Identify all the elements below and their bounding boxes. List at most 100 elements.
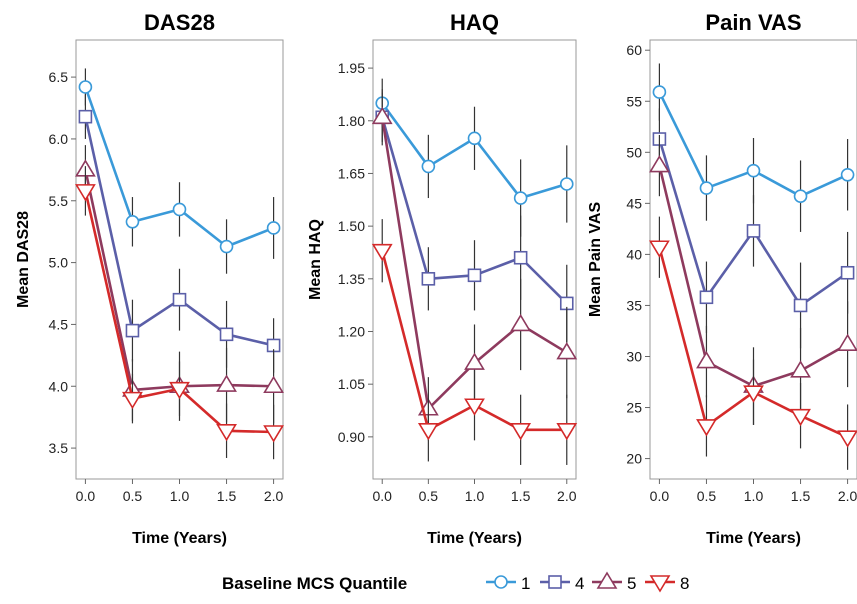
x-axis-label: Time (Years) xyxy=(427,530,522,547)
x-tick-label: 0.0 xyxy=(650,488,670,504)
legend-label: 1 xyxy=(521,574,530,593)
y-tick-label: 1.50 xyxy=(338,218,365,234)
y-tick-label: 1.20 xyxy=(338,323,365,339)
series-1 xyxy=(78,68,281,274)
y-tick-label: 4.5 xyxy=(49,316,69,332)
series-8 xyxy=(648,216,857,470)
y-axis-label: Mean HAQ xyxy=(307,219,324,300)
y-tick-label: 0.90 xyxy=(338,429,365,445)
y-tick-label: 50 xyxy=(626,144,642,160)
data-point xyxy=(219,239,234,254)
x-tick-label: 1.5 xyxy=(217,488,237,504)
x-tick-label: 0.5 xyxy=(123,488,143,504)
data-point xyxy=(696,351,717,369)
data-point xyxy=(648,155,670,173)
data-point xyxy=(513,250,528,265)
data-point xyxy=(464,398,485,416)
series-1 xyxy=(652,63,855,232)
data-point xyxy=(699,290,714,305)
legend-item-1: 1 xyxy=(486,574,530,593)
x-tick-label: 0.0 xyxy=(372,488,392,504)
data-point xyxy=(559,177,574,191)
data-point xyxy=(122,391,143,410)
data-point xyxy=(467,131,482,146)
series-8 xyxy=(74,166,285,460)
data-point xyxy=(743,385,764,403)
data-point xyxy=(78,80,93,94)
panel-1: DAS28 3.5 4.0 4.5 5.0 5.5 6.0 6.5 0.0 0.5 1.0 1.5 2.… xyxy=(15,10,285,547)
y-tick-label: 1.35 xyxy=(338,271,365,287)
x-tick-label: 0.5 xyxy=(419,488,439,504)
legend-label: 8 xyxy=(680,574,689,593)
legend-label: 5 xyxy=(627,574,636,593)
y-tick-label: 1.80 xyxy=(338,113,365,129)
y-axis-label: Mean DAS28 xyxy=(15,211,32,308)
x-tick-label: 2.0 xyxy=(838,488,857,504)
y-tick-label: 25 xyxy=(626,400,642,416)
data-point xyxy=(125,214,140,229)
data-point xyxy=(371,106,393,125)
data-point xyxy=(74,184,96,202)
y-tick-label: 5.0 xyxy=(49,255,69,271)
legend-swatch-marker xyxy=(548,575,562,589)
y-tick-label: 6.5 xyxy=(49,69,69,85)
y-tick-label: 1.95 xyxy=(338,60,365,76)
data-point xyxy=(263,375,285,394)
panel-title: HAQ xyxy=(450,10,499,35)
y-tick-label: 30 xyxy=(626,348,642,364)
data-point xyxy=(371,243,393,262)
series-1 xyxy=(375,78,574,237)
data-point xyxy=(219,327,234,342)
data-point xyxy=(790,360,811,378)
y-tick-label: 4.0 xyxy=(49,378,69,394)
legend-title: Baseline MCS Quantile xyxy=(222,574,407,593)
legend-label: 4 xyxy=(575,574,584,593)
legend-swatch-marker xyxy=(649,575,671,593)
data-point xyxy=(696,419,717,437)
data-point xyxy=(172,202,187,217)
legend-swatch-marker xyxy=(494,575,508,589)
data-point xyxy=(790,408,811,427)
x-tick-label: 1.0 xyxy=(465,488,485,504)
data-point xyxy=(464,352,485,370)
data-point xyxy=(648,240,670,258)
x-tick-label: 2.0 xyxy=(557,488,577,504)
x-tick-label: 1.5 xyxy=(791,488,811,504)
y-tick-label: 35 xyxy=(626,297,642,313)
data-point xyxy=(840,167,855,182)
panel-title: Pain VAS xyxy=(705,10,801,35)
y-tick-label: 3.5 xyxy=(49,440,69,456)
data-point xyxy=(216,423,237,442)
y-tick-label: 6.0 xyxy=(49,131,69,147)
data-point xyxy=(652,85,667,99)
data-point xyxy=(837,333,857,352)
data-point xyxy=(699,181,714,195)
legend-item-5: 5 xyxy=(592,571,636,593)
data-point xyxy=(216,374,237,392)
data-point xyxy=(125,323,140,338)
y-tick-label: 60 xyxy=(626,42,642,58)
y-axis-label: Mean Pain VAS xyxy=(587,202,604,318)
data-point xyxy=(510,313,532,332)
y-tick-label: 20 xyxy=(626,451,642,467)
data-point xyxy=(467,268,482,283)
data-point xyxy=(169,381,190,400)
data-point xyxy=(746,224,761,238)
data-point xyxy=(556,342,578,360)
data-point xyxy=(417,423,439,441)
data-point xyxy=(263,425,285,443)
data-point xyxy=(266,221,281,235)
x-axis-label: Time (Years) xyxy=(706,530,801,547)
series-4 xyxy=(78,94,281,373)
legend: Baseline MCS Quantile 1 4 5 8 xyxy=(222,571,689,593)
y-tick-label: 45 xyxy=(626,195,642,211)
data-point xyxy=(840,265,855,280)
y-tick-label: 55 xyxy=(626,93,642,109)
panel-3: Pain VAS 20 25 30 35 40 45 50 55 60 0.0 0.5 1.0 1.5 2.… xyxy=(587,10,857,547)
panel-title: DAS28 xyxy=(144,10,215,35)
legend-swatch-marker xyxy=(596,571,618,589)
x-tick-label: 1.0 xyxy=(170,488,190,504)
legend-item-4: 4 xyxy=(540,574,584,593)
